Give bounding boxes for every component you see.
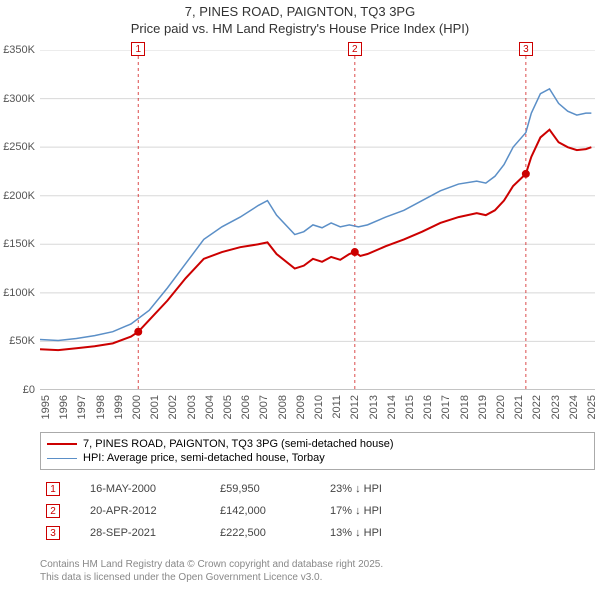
legend-label: 7, PINES ROAD, PAIGNTON, TQ3 3PG (semi-d… bbox=[83, 438, 394, 450]
x-tick-label: 2015 bbox=[404, 395, 416, 419]
title-line1: 7, PINES ROAD, PAIGNTON, TQ3 3PG bbox=[0, 4, 600, 21]
y-tick-label: £150K bbox=[3, 238, 35, 250]
x-tick-label: 2006 bbox=[240, 395, 252, 419]
footer-line2: This data is licensed under the Open Gov… bbox=[40, 571, 595, 584]
x-tick-label: 2017 bbox=[440, 395, 452, 419]
footer-block: Contains HM Land Registry data © Crown c… bbox=[40, 558, 595, 584]
sale-row: 1 16-MAY-2000 £59,950 23% ↓ HPI bbox=[40, 478, 595, 500]
sale-row-marker: 1 bbox=[46, 482, 60, 496]
x-tick-label: 2014 bbox=[386, 395, 398, 419]
x-tick-label: 1997 bbox=[76, 395, 88, 419]
x-tick-label: 2019 bbox=[477, 395, 489, 419]
x-tick-label: 2012 bbox=[349, 395, 361, 419]
legend-box: 7, PINES ROAD, PAIGNTON, TQ3 3PG (semi-d… bbox=[40, 432, 595, 470]
title-block: 7, PINES ROAD, PAIGNTON, TQ3 3PG Price p… bbox=[0, 0, 600, 38]
sale-date: 20-APR-2012 bbox=[90, 505, 190, 517]
legend-swatch bbox=[47, 443, 77, 445]
sale-marker-box: 1 bbox=[131, 42, 145, 56]
sale-diff: 23% ↓ HPI bbox=[330, 483, 382, 495]
sale-diff: 13% ↓ HPI bbox=[330, 527, 382, 539]
legend-row: 7, PINES ROAD, PAIGNTON, TQ3 3PG (semi-d… bbox=[47, 437, 588, 451]
sale-marker-box: 2 bbox=[348, 42, 362, 56]
y-tick-label: £250K bbox=[3, 141, 35, 153]
chart-container: 7, PINES ROAD, PAIGNTON, TQ3 3PG Price p… bbox=[0, 0, 600, 590]
y-tick-label: £350K bbox=[3, 44, 35, 56]
sale-date: 28-SEP-2021 bbox=[90, 527, 190, 539]
x-tick-label: 2007 bbox=[258, 395, 270, 419]
x-tick-label: 2023 bbox=[550, 395, 562, 419]
x-tick-label: 2022 bbox=[531, 395, 543, 419]
sale-row-marker: 2 bbox=[46, 504, 60, 518]
legend-swatch bbox=[47, 458, 77, 459]
x-tick-label: 2016 bbox=[422, 395, 434, 419]
y-tick-label: £200K bbox=[3, 190, 35, 202]
x-tick-label: 2018 bbox=[459, 395, 471, 419]
x-tick-label: 1996 bbox=[58, 395, 70, 419]
sales-block: 1 16-MAY-2000 £59,950 23% ↓ HPI 2 20-APR-2012… bbox=[40, 478, 595, 544]
x-tick-label: 2024 bbox=[568, 395, 580, 419]
x-tick-label: 1995 bbox=[40, 395, 52, 419]
legend-row: HPI: Average price, semi-detached house,… bbox=[47, 451, 588, 465]
x-tick-label: 2000 bbox=[131, 395, 143, 419]
sale-row-marker: 3 bbox=[46, 526, 60, 540]
y-tick-label: £300K bbox=[3, 93, 35, 105]
x-tick-label: 1999 bbox=[113, 395, 125, 419]
x-tick-label: 2008 bbox=[277, 395, 289, 419]
x-tick-label: 2002 bbox=[167, 395, 179, 419]
sale-row: 3 28-SEP-2021 £222,500 13% ↓ HPI bbox=[40, 522, 595, 544]
sale-price: £222,500 bbox=[220, 527, 300, 539]
x-tick-label: 2009 bbox=[295, 395, 307, 419]
x-tick-label: 2005 bbox=[222, 395, 234, 419]
title-line2: Price paid vs. HM Land Registry's House … bbox=[0, 21, 600, 38]
x-tick-label: 2011 bbox=[331, 395, 343, 419]
footer-line1: Contains HM Land Registry data © Crown c… bbox=[40, 558, 595, 571]
sale-diff: 17% ↓ HPI bbox=[330, 505, 382, 517]
y-tick-label: £100K bbox=[3, 287, 35, 299]
sale-date: 16-MAY-2000 bbox=[90, 483, 190, 495]
y-tick-label: £50K bbox=[9, 335, 35, 347]
x-tick-label: 1998 bbox=[95, 395, 107, 419]
chart-area: £0£50K£100K£150K£200K£250K£300K£350K1995… bbox=[40, 50, 595, 390]
x-tick-label: 2001 bbox=[149, 395, 161, 419]
x-tick-label: 2020 bbox=[495, 395, 507, 419]
x-tick-label: 2013 bbox=[368, 395, 380, 419]
y-tick-label: £0 bbox=[23, 384, 35, 396]
x-tick-label: 2010 bbox=[313, 395, 325, 419]
x-tick-label: 2025 bbox=[586, 395, 598, 419]
legend-label: HPI: Average price, semi-detached house,… bbox=[83, 452, 325, 464]
x-tick-label: 2004 bbox=[204, 395, 216, 419]
sale-row: 2 20-APR-2012 £142,000 17% ↓ HPI bbox=[40, 500, 595, 522]
chart-svg bbox=[40, 50, 595, 390]
sale-price: £142,000 bbox=[220, 505, 300, 517]
x-tick-label: 2003 bbox=[186, 395, 198, 419]
x-tick-label: 2021 bbox=[513, 395, 525, 419]
sale-price: £59,950 bbox=[220, 483, 300, 495]
sale-marker-box: 3 bbox=[519, 42, 533, 56]
